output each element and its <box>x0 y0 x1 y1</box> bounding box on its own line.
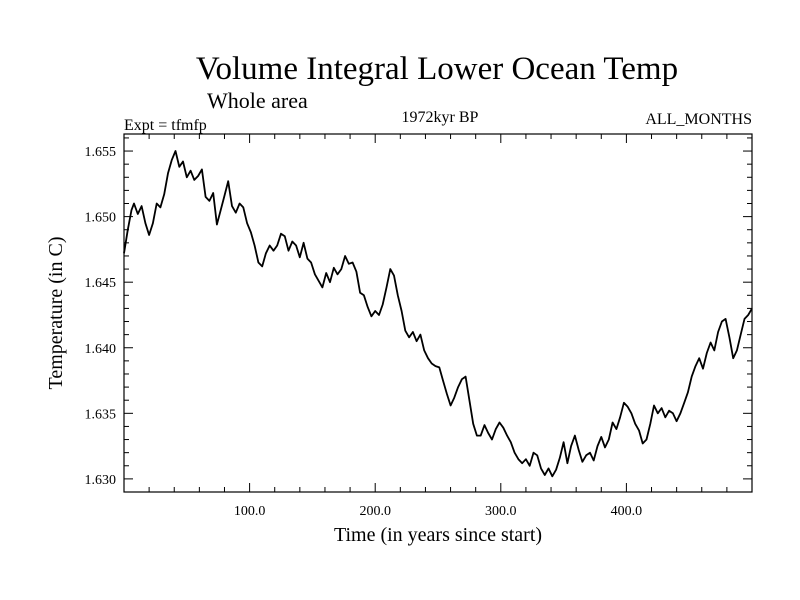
x-tick-label: 400.0 <box>611 504 643 519</box>
y-tick-label: 1.635 <box>85 407 117 422</box>
y-tick-label: 1.630 <box>85 473 117 488</box>
chart-subtitle: Whole area <box>207 88 308 113</box>
y-tick-label: 1.645 <box>85 276 117 291</box>
x-tick-label: 100.0 <box>234 504 266 519</box>
y-tick-label: 1.650 <box>85 211 117 226</box>
x-tick-label: 200.0 <box>359 504 391 519</box>
x-tick-label: 300.0 <box>485 504 517 519</box>
y-axis-label: Temperature (in C) <box>45 237 67 390</box>
period-annotation: 1972kyr BP <box>402 109 479 126</box>
months-annotation: ALL_MONTHS <box>645 111 752 128</box>
x-axis-label: Time (in years since start) <box>334 524 542 546</box>
plot-area-frame <box>123 133 753 493</box>
y-tick-label: 1.655 <box>85 145 117 160</box>
chart-title: Volume Integral Lower Ocean Temp <box>196 51 678 87</box>
axis-ticks <box>124 134 752 493</box>
experiment-annotation: Expt = tfmfp <box>124 117 207 134</box>
axis-tick-labels: 100.0 200.0 300.0 400.0 1.630 1.635 1.640 1.645… <box>85 145 643 519</box>
y-tick-label: 1.640 <box>85 342 117 357</box>
series-line-tfmfp <box>123 150 753 478</box>
